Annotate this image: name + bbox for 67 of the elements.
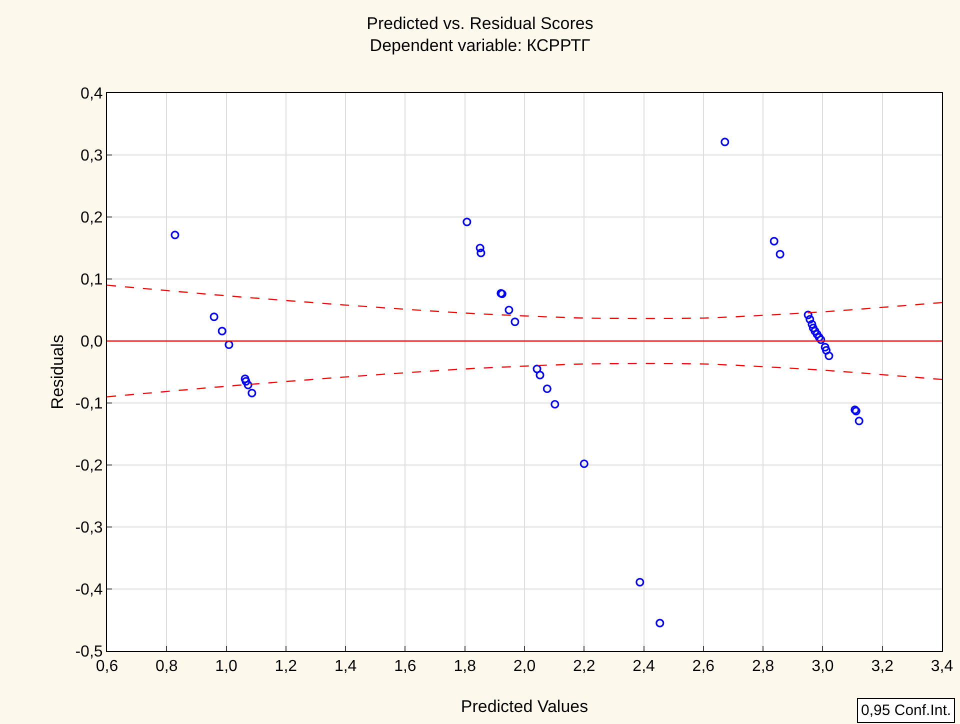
point (550, 400, 560, 409)
x-tick-label: 1,4 (334, 658, 357, 676)
x-tick-label: 1,8 (454, 658, 476, 676)
y-tick-label: -0,4 (75, 582, 103, 599)
text: 0,95 Conf.Int. (861, 702, 952, 719)
x-tick-label: 2,0 (513, 658, 536, 676)
point (580, 459, 588, 468)
point (242, 377, 250, 386)
point (170, 230, 180, 240)
point (542, 384, 552, 394)
point (656, 618, 664, 628)
point (822, 346, 831, 355)
point (218, 326, 226, 336)
point (824, 352, 834, 360)
x-tick-label: 2,2 (573, 658, 596, 676)
x-tick-label: 3,0 (812, 658, 834, 676)
x-tick-label: 2,8 (752, 658, 774, 676)
y-tick-label: 0,3 (80, 148, 103, 165)
line-series (107, 362, 942, 398)
point (224, 340, 234, 350)
x-tick-label: 0,8 (156, 658, 178, 676)
point (820, 342, 830, 352)
point (476, 244, 484, 252)
x-tick-label: 2,6 (692, 658, 715, 676)
x-tick-label: 1,0 (215, 658, 238, 676)
point (812, 330, 822, 338)
point (636, 578, 644, 586)
x-tick-label: 1,2 (274, 658, 298, 676)
point (504, 306, 514, 314)
x-tick-label: 2,4 (632, 658, 656, 676)
x-tick-label: 3,4 (930, 658, 954, 676)
point (808, 320, 816, 329)
line-series (107, 284, 942, 320)
y-tick-label: 0,4 (80, 86, 103, 103)
point (720, 138, 730, 146)
chart-title: Predicted vs. Residual Scores (366, 14, 594, 33)
y-tick-label: 0,2 (80, 210, 103, 227)
y-tick-label: -0,2 (75, 458, 103, 475)
y-tick-label: -0,5 (75, 644, 103, 661)
point (248, 388, 256, 398)
point (770, 236, 778, 246)
point (532, 364, 542, 374)
y-tick-label: 0,0 (80, 334, 103, 351)
x-axis-title: Predicted Values (460, 697, 588, 716)
point (210, 312, 218, 322)
point (810, 326, 820, 336)
x-tick-label: 0,6 (96, 658, 118, 676)
point (854, 416, 864, 426)
point (240, 374, 250, 384)
y-tick-label: 0,1 (80, 272, 103, 289)
y-tick-label: -0,1 (75, 396, 103, 413)
point (510, 317, 520, 326)
x-tick-label: 1,6 (394, 658, 416, 676)
point (808, 324, 818, 332)
point (804, 310, 812, 320)
point (476, 248, 486, 258)
point (814, 332, 824, 342)
chart-subtitle: Dependent variable: КСРРТГ (370, 36, 590, 56)
point (816, 335, 826, 344)
y-tick-label: -0,3 (75, 520, 103, 537)
point (244, 380, 252, 390)
point (536, 370, 544, 380)
point (462, 218, 472, 226)
y-axis-title: Residuals (48, 334, 67, 410)
x-tick-label: 3,2 (871, 658, 894, 676)
point (806, 315, 814, 324)
point (776, 250, 784, 258)
